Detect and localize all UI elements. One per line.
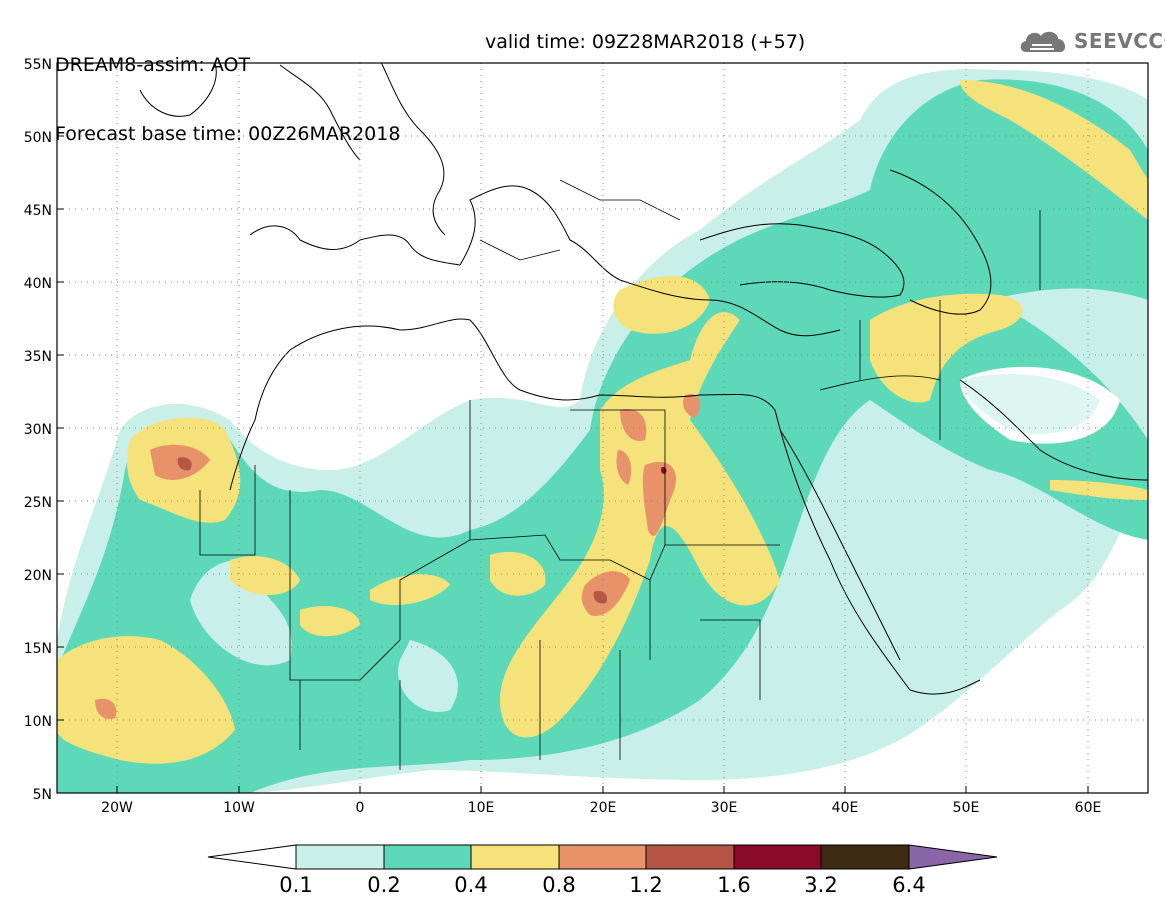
forecast-base-time: Forecast base time: 00Z26MAR2018	[55, 123, 401, 145]
lat-label: 20N	[24, 568, 52, 584]
axis-ticks	[57, 135, 1089, 793]
lon-label: 40E	[832, 800, 859, 816]
legend-swatch	[645, 844, 735, 870]
map-title: DREAM8-assim: AOT	[55, 54, 251, 76]
legend-swatch	[733, 844, 822, 870]
cloud-icon	[1020, 31, 1066, 52]
legend-swatch	[820, 844, 910, 870]
latitude-labels: 55N 50N 45N 40N 35N 30N 25N 20N 15N 10N …	[24, 57, 52, 803]
lat-label: 5N	[33, 787, 52, 803]
legend-label: 3.2	[804, 873, 837, 897]
lon-label: 10W	[223, 800, 255, 816]
legend-swatch	[295, 844, 385, 870]
legend-label: 0.2	[367, 873, 400, 897]
coastlines	[139, 63, 1148, 695]
legend-swatch	[558, 844, 647, 870]
legend-label: 6.4	[892, 873, 925, 897]
legend-label: 0.4	[454, 873, 487, 897]
lat-label: 35N	[24, 349, 52, 365]
legend-over-arrow	[908, 844, 998, 870]
lat-label: 40N	[24, 276, 52, 292]
seevccc-logo: SEEVCCC	[1018, 26, 1165, 56]
lat-label: 30N	[24, 422, 52, 438]
lat-label: 45N	[24, 203, 52, 219]
lon-label: 20W	[101, 800, 133, 816]
legend-swatch	[470, 844, 560, 870]
legend-labels: 0.1 0.2 0.4 0.8 1.2 1.6 3.2 6.4	[279, 873, 925, 897]
legend-label: 1.2	[629, 873, 662, 897]
lon-label: 30E	[711, 800, 738, 816]
lon-label: 20E	[590, 800, 617, 816]
lon-label: 10E	[468, 800, 495, 816]
lat-label: 25N	[24, 495, 52, 511]
lon-label: 50E	[953, 800, 980, 816]
lat-label: 15N	[24, 641, 52, 657]
lon-label: 0	[356, 800, 365, 816]
aot-field	[57, 69, 1148, 793]
color-legend	[207, 844, 998, 870]
logo-text: SEEVCCC	[1074, 29, 1165, 53]
header: DREAM8-assim: AOT Forecast base time: 00…	[55, 8, 805, 192]
longitude-labels: 20W 10W 0 10E 20E 30E 40E 50E 60E	[101, 800, 1101, 816]
valid-time: valid time: 09Z28MAR2018 (+57)	[485, 31, 806, 53]
legend-label: 1.6	[717, 873, 750, 897]
lat-label: 55N	[24, 57, 52, 73]
legend-under-arrow	[207, 844, 297, 870]
legend-swatch	[383, 844, 472, 870]
lon-label: 60E	[1075, 800, 1102, 816]
aot-contour-0.4	[57, 636, 235, 764]
lat-label: 50N	[24, 130, 52, 146]
lat-label: 10N	[24, 714, 52, 730]
legend-label: 0.1	[279, 873, 312, 897]
country-borders	[199, 179, 1041, 770]
aot-contour-1.2	[177, 457, 192, 471]
legend-label: 0.8	[542, 873, 575, 897]
